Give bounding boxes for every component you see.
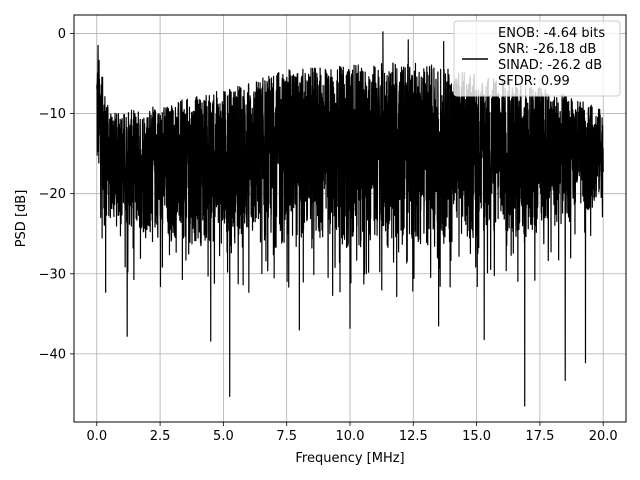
legend-entry-sfdr: SFDR: 0.99	[498, 74, 570, 89]
y-tick-label: −30	[39, 267, 66, 282]
y-tick-label: 0	[58, 27, 66, 42]
psd-line	[96, 31, 604, 407]
legend-entry-snr: SNR: -26.18 dB	[498, 42, 596, 57]
legend-box	[453, 20, 621, 97]
x-tick-label: 12.5	[399, 429, 428, 444]
x-tick-label: 20.0	[589, 429, 618, 444]
legend-entry-enob: ENOB: -4.64 bits	[498, 26, 605, 41]
x-tick-label: 17.5	[525, 429, 554, 444]
y-tick-label: −20	[39, 187, 66, 202]
y-tick-label: −10	[39, 107, 66, 122]
x-tick-label: 5.0	[213, 429, 234, 444]
legend-entry-sinad: SINAD: -26.2 dB	[498, 58, 602, 73]
x-tick-label: 2.5	[150, 429, 171, 444]
y-axis-label: PSD [dB]	[14, 190, 29, 248]
psd-series	[96, 31, 604, 407]
x-tick-label: 15.0	[462, 429, 491, 444]
x-tick-label: 7.5	[276, 429, 297, 444]
x-tick-label: 10.0	[336, 429, 365, 444]
x-axis-label: Frequency [MHz]	[295, 451, 404, 466]
axis-ticks: 0.0 2.5 5.0 7.5 10.0 12.5 15.0 17.5 20.0 0 −10 −20 −…	[39, 27, 618, 444]
legend: ENOB: -4.64 bits SNR: -26.18 dB SINAD: -…	[453, 20, 621, 97]
y-tick-label: −40	[39, 347, 66, 362]
x-tick-label: 0.0	[86, 429, 107, 444]
